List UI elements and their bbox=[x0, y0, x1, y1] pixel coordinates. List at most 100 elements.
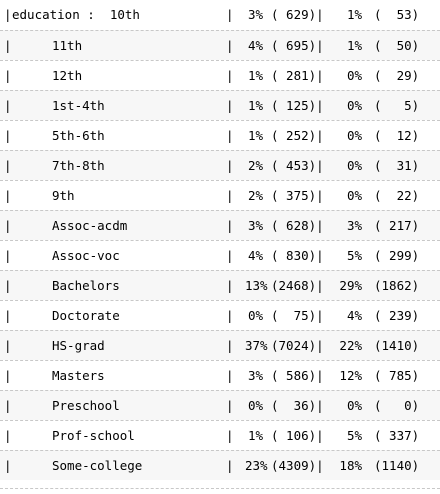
row-label: Prof-school bbox=[52, 428, 135, 443]
pct-group-1: 13% bbox=[245, 278, 268, 293]
pct-group-1: 3% bbox=[247, 218, 263, 233]
count-group-2: ( 239) bbox=[374, 308, 420, 323]
row-label: education : 10th bbox=[12, 7, 140, 22]
table-row: | Assoc-acdm | 3% ( 628)| 3% ( 217) bbox=[0, 210, 440, 240]
table-row: | 7th-8th | 2% ( 453)| 0% ( 31) bbox=[0, 150, 440, 180]
row-left-border: | bbox=[4, 98, 12, 113]
row-label: Doctorate bbox=[52, 308, 120, 323]
pct-group-1: 3% bbox=[247, 368, 263, 383]
count-group-1: ( 36)| bbox=[271, 398, 324, 413]
row-mid-border: | bbox=[226, 458, 234, 473]
count-group-2: ( 12) bbox=[374, 128, 420, 143]
count-group-1: ( 629)| bbox=[271, 7, 324, 22]
count-group-2: ( 50) bbox=[374, 38, 420, 53]
row-left-border: | bbox=[4, 338, 12, 353]
row-left-border: | bbox=[4, 38, 12, 53]
row-left-border: | bbox=[4, 398, 12, 413]
count-group-2: ( 337) bbox=[374, 428, 420, 443]
row-mid-border: | bbox=[226, 158, 234, 173]
row-label: Masters bbox=[52, 368, 105, 383]
row-left-border: | bbox=[4, 278, 12, 293]
table-row: | Assoc-voc | 4% ( 830)| 5% ( 299) bbox=[0, 240, 440, 270]
row-left-border: | bbox=[4, 368, 12, 383]
table-row: | HS-grad | 37% (7024)| 22% (1410) bbox=[0, 330, 440, 360]
count-group-1: ( 695)| bbox=[271, 38, 324, 53]
count-group-1: ( 375)| bbox=[271, 188, 324, 203]
row-left-border: | bbox=[4, 308, 12, 323]
pct-group-2: 0% bbox=[346, 158, 362, 173]
pct-group-1: 1% bbox=[247, 128, 263, 143]
row-left-border: | bbox=[4, 128, 12, 143]
pct-group-2: 18% bbox=[339, 458, 362, 473]
row-label: 1st-4th bbox=[52, 98, 105, 113]
count-group-1: ( 75)| bbox=[271, 308, 324, 323]
count-group-1: ( 628)| bbox=[271, 218, 324, 233]
education-crosstab-table: | education : 10th | 3% ( 629)| 1% ( 53) | 11th |… bbox=[0, 0, 440, 473]
pct-group-1: 4% bbox=[247, 248, 263, 263]
pct-group-2: 5% bbox=[346, 428, 362, 443]
pct-group-1: 0% bbox=[247, 398, 263, 413]
table-row: | 5th-6th | 1% ( 252)| 0% ( 12) bbox=[0, 120, 440, 150]
count-group-1: ( 453)| bbox=[271, 158, 324, 173]
pct-group-1: 1% bbox=[247, 98, 263, 113]
pct-group-2: 0% bbox=[346, 188, 362, 203]
table-row: | 9th | 2% ( 375)| 0% ( 22) bbox=[0, 180, 440, 210]
table-row: | education : 10th | 3%( 629)| 1%( 53) bbox=[0, 0, 440, 30]
row-mid-border: | bbox=[226, 38, 234, 53]
row-mid-border: | bbox=[226, 278, 234, 293]
count-group-2: ( 299) bbox=[374, 248, 420, 263]
count-group-2: (1140) bbox=[374, 458, 420, 473]
pct-group-2: 0% bbox=[346, 398, 362, 413]
table-row: | 1st-4th | 1% ( 125)| 0% ( 5) bbox=[0, 90, 440, 120]
pct-group-1: 23% bbox=[245, 458, 268, 473]
row-left-border: | bbox=[4, 458, 12, 473]
row-left-border: | bbox=[4, 158, 12, 173]
row-mid-border: | bbox=[226, 128, 234, 143]
row-left-border: | bbox=[4, 428, 12, 443]
count-group-2: ( 22) bbox=[374, 188, 420, 203]
pct-group-2: 1% bbox=[346, 7, 362, 22]
pct-group-2: 0% bbox=[346, 128, 362, 143]
row-label: 5th-6th bbox=[52, 128, 105, 143]
row-left-border: | bbox=[4, 248, 12, 263]
pct-group-1: 1% bbox=[247, 68, 263, 83]
count-group-2: ( 217) bbox=[374, 218, 420, 233]
count-group-2: ( 31) bbox=[374, 158, 420, 173]
count-group-1: ( 125)| bbox=[271, 98, 324, 113]
pct-group-2: 0% bbox=[346, 98, 362, 113]
row-mid-border: | bbox=[226, 7, 234, 22]
table-row: | Prof-school | 1% ( 106)| 5% ( 337) bbox=[0, 420, 440, 450]
row-mid-border: | bbox=[226, 68, 234, 83]
table-row: | Preschool | 0% ( 36)| 0% ( 0) bbox=[0, 390, 440, 420]
count-group-1: (7024)| bbox=[271, 338, 324, 353]
row-label: Assoc-acdm bbox=[52, 218, 128, 233]
row-label: 11th bbox=[52, 38, 83, 53]
row-mid-border: | bbox=[226, 218, 234, 233]
pct-group-2: 29% bbox=[339, 278, 362, 293]
row-label: Bachelors bbox=[52, 278, 120, 293]
row-mid-border: | bbox=[226, 308, 234, 323]
table-row: | Masters | 3% ( 586)| 12% ( 785) bbox=[0, 360, 440, 390]
pct-group-1: 0% bbox=[247, 308, 263, 323]
count-group-2: ( 5) bbox=[374, 98, 420, 113]
table-row: | Doctorate | 0% ( 75)| 4% ( 239) bbox=[0, 300, 440, 330]
row-left-border: | bbox=[4, 218, 12, 233]
pct-group-1: 37% bbox=[245, 338, 268, 353]
pct-group-1: 2% bbox=[247, 188, 263, 203]
row-label: Preschool bbox=[52, 398, 120, 413]
pct-group-2: 4% bbox=[346, 308, 362, 323]
row-mid-border: | bbox=[226, 98, 234, 113]
count-group-1: (2468)| bbox=[271, 278, 324, 293]
count-group-1: ( 106)| bbox=[271, 428, 324, 443]
row-label: HS-grad bbox=[52, 338, 105, 353]
count-group-1: ( 281)| bbox=[271, 68, 324, 83]
count-group-2: ( 53) bbox=[374, 7, 420, 22]
row-mid-border: | bbox=[226, 338, 234, 353]
row-label: Some-college bbox=[52, 458, 143, 473]
pct-group-2: 12% bbox=[339, 368, 362, 383]
row-label: 9th bbox=[52, 188, 75, 203]
pct-group-1: 4% bbox=[247, 38, 263, 53]
count-group-2: (1862) bbox=[374, 278, 420, 293]
count-group-1: (4309)| bbox=[271, 458, 324, 473]
pct-group-2: 3% bbox=[346, 218, 362, 233]
